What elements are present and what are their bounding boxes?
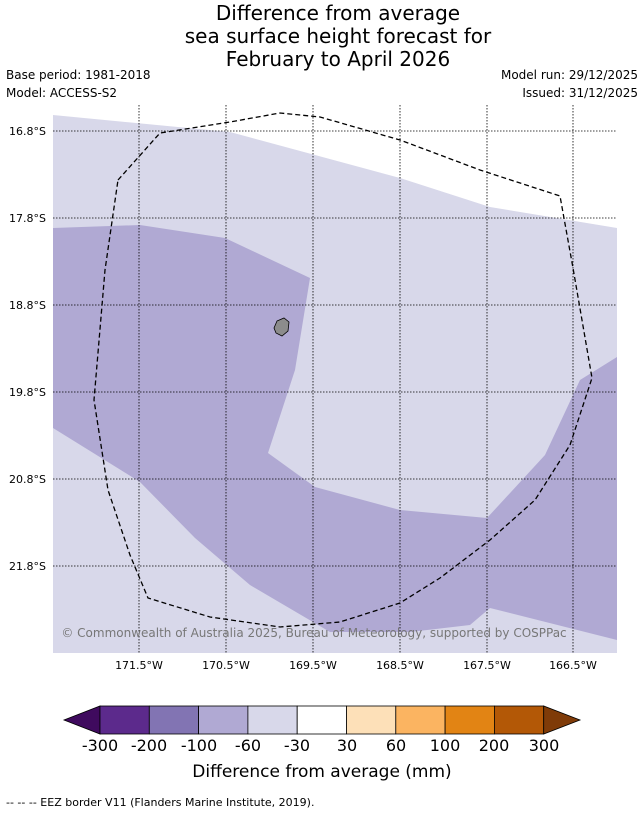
colorbar	[62, 705, 582, 735]
title-line-2: sea surface height forecast for	[184, 24, 492, 48]
lon-label: 169.5°W	[289, 659, 337, 672]
colorbar-segment	[346, 705, 397, 735]
colorbar-tick-label: 30	[336, 736, 358, 755]
lon-label: 171.5°W	[115, 659, 163, 672]
anomaly-band-light-southwest	[53, 565, 250, 653]
island-niue	[273, 317, 290, 337]
colorbar-tick-label: 200	[478, 736, 510, 755]
colorbar-segment	[395, 705, 446, 735]
colorbar-tick-label: -30	[283, 736, 311, 755]
eez-border	[93, 112, 593, 628]
model-run: Model run: 29/12/2025	[500, 68, 638, 82]
copyright-notice: © Commonwealth of Australia 2025, Bureau…	[61, 626, 566, 640]
lon-labels: 171.5°W 170.5°W 169.5°W 168.5°W 167.5°W …	[115, 659, 597, 672]
lat-label: 16.8°S	[9, 125, 46, 138]
lon-label: 168.5°W	[376, 659, 424, 672]
colorbar-tick-label: 300	[528, 736, 560, 755]
colorbar-tick-label: -200	[130, 736, 168, 755]
lat-label: 19.8°S	[9, 386, 46, 399]
title-line-3: February to April 2026	[225, 47, 451, 71]
colorbar-tick-label: 100	[429, 736, 461, 755]
colorbar-segment	[493, 705, 545, 735]
colorbar-extend-high	[543, 705, 582, 735]
meta-left: Base period: 1981-2018 Model: ACCESS-S2	[6, 66, 151, 102]
lon-label: 166.5°W	[549, 659, 597, 672]
colorbar-tick-label: 60	[385, 736, 407, 755]
base-period: Base period: 1981-2018	[6, 68, 151, 82]
lat-label: 17.8°S	[9, 212, 46, 225]
lat-label: 20.8°S	[9, 473, 46, 486]
colorbar-segment	[444, 705, 495, 735]
lon-label: 167.5°W	[463, 659, 511, 672]
colorbar-segment	[198, 705, 249, 735]
colorbar-title: Difference from average (mm)	[192, 762, 452, 782]
map-panel	[53, 105, 617, 653]
colorbar-tick-label: -60	[234, 736, 262, 755]
meta-right: Model run: 29/12/2025 Issued: 31/12/2025	[501, 66, 638, 102]
colorbar-segment	[296, 705, 347, 735]
issued-date: Issued: 31/12/2025	[522, 86, 638, 100]
graticule	[53, 105, 617, 653]
lat-label: 18.8°S	[9, 299, 46, 312]
colorbar-extend-low	[62, 705, 101, 735]
colorbar-segment	[148, 705, 200, 735]
lat-label: 21.8°S	[9, 560, 46, 573]
anomaly-band-medium-west	[53, 225, 617, 640]
map-title: Difference from average sea surface heig…	[0, 2, 644, 71]
lon-label: 170.5°W	[202, 659, 250, 672]
colorbar-segment	[247, 705, 298, 735]
model-name: Model: ACCESS-S2	[6, 86, 118, 100]
colorbar-segment	[99, 705, 150, 735]
title-line-1: Difference from average	[215, 1, 461, 25]
lat-labels: 16.8°S 17.8°S 18.8°S 19.8°S 20.8°S 21.8°…	[9, 125, 46, 573]
colorbar-tick-label: -300	[81, 736, 119, 755]
eez-footnote: -- -- -- EEZ border V11 (Flanders Marine…	[6, 796, 315, 809]
colorbar-tick-label: -100	[180, 736, 218, 755]
